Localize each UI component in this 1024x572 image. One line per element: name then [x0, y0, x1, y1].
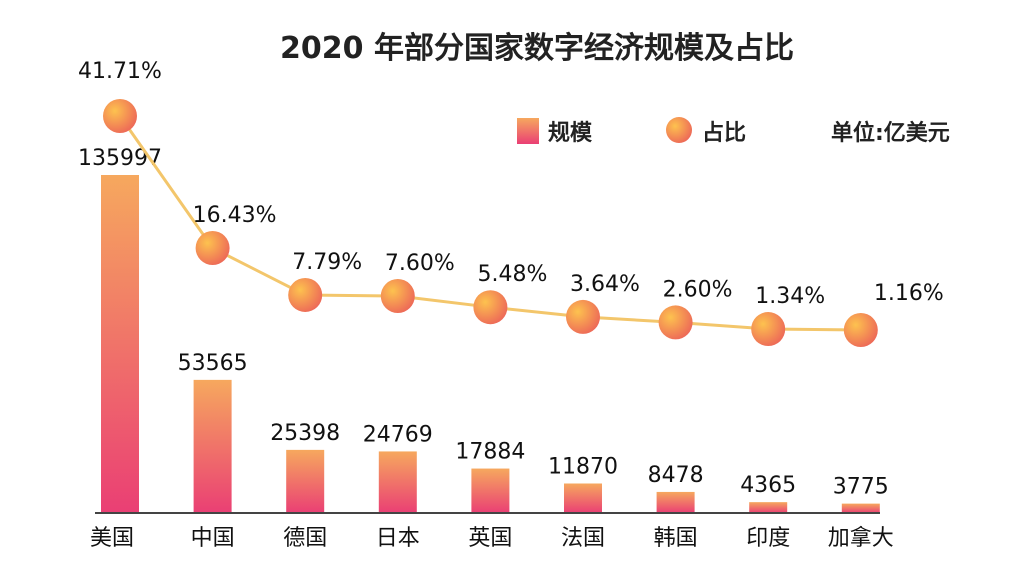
line-value-label: 3.64%	[570, 272, 640, 297]
line-series	[103, 99, 878, 347]
legend-line-label: 占比	[702, 121, 746, 146]
line-marker	[566, 299, 600, 334]
legend-line-swatch	[666, 117, 692, 143]
bar	[564, 483, 602, 513]
line-value-label: 2.60%	[663, 277, 733, 302]
bar-value-label: 8478	[648, 463, 704, 488]
line-marker	[843, 313, 878, 347]
category-label: 美国	[90, 526, 134, 551]
category-label: 法国	[561, 526, 605, 551]
legend-bar-label: 规模	[548, 121, 593, 146]
line-marker	[103, 99, 137, 133]
bar	[841, 503, 880, 513]
chart-title: 2020 年部分国家数字经济规模及占比	[280, 31, 794, 66]
category-label: 英国	[468, 526, 512, 551]
line-value-label: 7.60%	[385, 251, 455, 276]
category-label: 德国	[283, 526, 327, 551]
line-marker	[658, 305, 693, 340]
bar	[378, 451, 417, 513]
bar	[749, 502, 788, 513]
line-value-labels: 41.71% 16.43% 7.79% 7.60% 5.48% 3.64% 2.60% 1.3…	[78, 59, 944, 309]
bar-value-label: 3775	[833, 475, 889, 500]
line-value-label: 1.16%	[874, 281, 944, 306]
bar	[471, 468, 510, 513]
line-marker	[380, 279, 415, 313]
bar	[101, 175, 139, 513]
bar	[193, 379, 232, 513]
category-label: 加拿大	[828, 525, 894, 551]
category-label: 印度	[746, 526, 790, 551]
line-marker	[473, 290, 508, 325]
category-label: 日本	[376, 526, 420, 551]
bar-value-label: 24769	[363, 422, 433, 447]
line-value-label: 41.71%	[78, 59, 162, 84]
line-value-label: 7.79%	[292, 250, 362, 275]
bar-value-label: 11870	[548, 454, 618, 479]
line-value-label: 16.43%	[193, 203, 277, 228]
line-value-label: 5.48%	[477, 262, 547, 287]
bar	[656, 491, 695, 513]
bar-value-label: 25398	[270, 421, 340, 446]
line-marker	[751, 312, 786, 347]
bar-value-label: 17884	[455, 440, 525, 465]
category-label: 韩国	[654, 526, 698, 551]
bar	[286, 449, 325, 513]
line-value-label: 1.34%	[755, 284, 825, 309]
unit-label: 单位:亿美元	[831, 120, 950, 146]
category-label: 中国	[191, 526, 235, 551]
bar-value-label: 4365	[740, 473, 796, 498]
category-labels: 美国 中国 德国 日本 英国 法国 韩国 印度 加拿大	[90, 525, 894, 551]
bar-series	[101, 175, 880, 513]
line-marker	[195, 231, 230, 265]
line-marker	[288, 277, 323, 312]
legend-bar-swatch	[517, 118, 539, 144]
bar-value-label: 53565	[178, 351, 248, 376]
